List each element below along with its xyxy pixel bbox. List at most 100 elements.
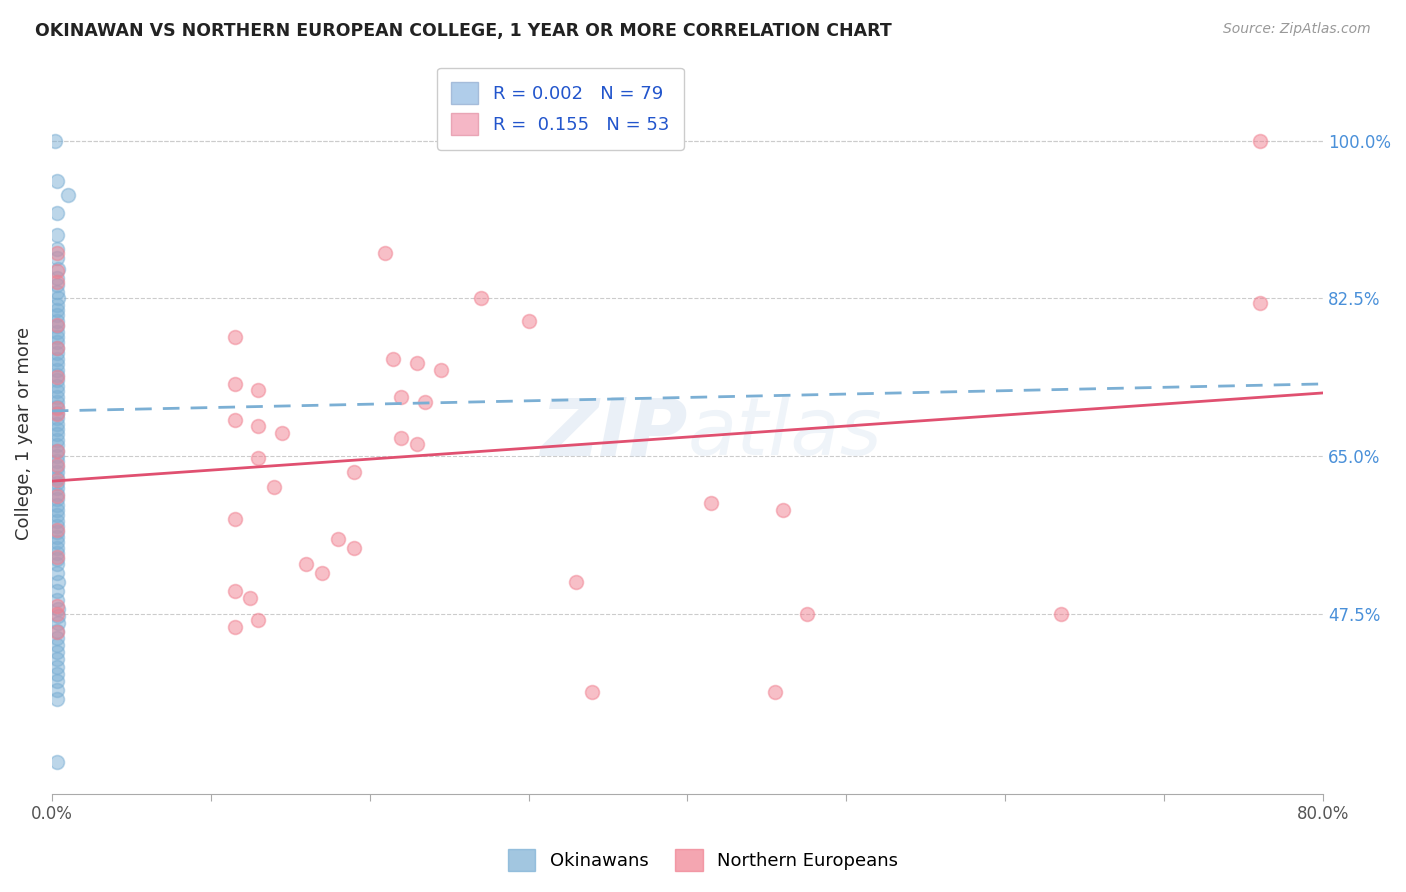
Point: [45, 535, 67, 549]
Point: [45, 351, 67, 366]
Point: [45, 264, 67, 278]
Point: [45, 270, 67, 285]
Point: [45, 407, 67, 421]
Point: [45, 390, 67, 404]
Point: [45, 459, 67, 474]
Point: [45, 406, 67, 420]
Legend: Okinawans, Northern Europeans: Okinawans, Northern Europeans: [501, 842, 905, 879]
Point: [45, 362, 67, 376]
Point: [45, 309, 67, 323]
Point: [343, 465, 366, 479]
Point: [45, 401, 67, 415]
Point: [45, 325, 67, 339]
Point: [46, 575, 69, 590]
Point: [45, 557, 67, 571]
Point: [389, 431, 412, 445]
Point: [45, 417, 67, 431]
Point: [45, 285, 67, 299]
Point: [45, 411, 67, 425]
Point: [796, 607, 818, 621]
Point: [45, 228, 67, 243]
Point: [271, 425, 294, 440]
Point: [382, 351, 405, 366]
Point: [247, 383, 270, 397]
Point: [565, 575, 588, 590]
Point: [45, 546, 67, 560]
Point: [406, 356, 429, 370]
Point: [224, 584, 246, 599]
Point: [45, 422, 67, 436]
Point: [46, 291, 69, 305]
Text: ZIP: ZIP: [540, 394, 688, 473]
Point: [224, 330, 246, 344]
Point: [45, 369, 67, 384]
Text: Source: ZipAtlas.com: Source: ZipAtlas.com: [1223, 22, 1371, 37]
Point: [45, 357, 67, 371]
Point: [45, 523, 67, 537]
Point: [45, 482, 67, 496]
Point: [772, 503, 794, 517]
Point: [1249, 134, 1271, 148]
Point: [45, 314, 67, 328]
Point: [45, 631, 67, 645]
Point: [45, 508, 67, 523]
Point: [406, 437, 429, 451]
Point: [45, 473, 67, 487]
Point: [45, 458, 67, 472]
Point: [45, 645, 67, 659]
Point: [45, 318, 67, 333]
Point: [45, 449, 67, 463]
Point: [45, 384, 67, 398]
Point: [45, 755, 67, 769]
Point: [45, 341, 67, 355]
Point: [46, 602, 69, 616]
Point: [45, 443, 67, 458]
Point: [45, 652, 67, 666]
Point: [45, 524, 67, 539]
Point: [224, 413, 246, 427]
Point: [46, 616, 69, 631]
Point: [45, 303, 67, 318]
Point: [430, 363, 453, 377]
Point: [45, 475, 67, 490]
Point: [45, 584, 67, 599]
Point: [45, 373, 67, 387]
Point: [45, 530, 67, 544]
Point: [45, 593, 67, 607]
Point: [413, 395, 436, 409]
Point: [763, 685, 786, 699]
Point: [45, 674, 67, 689]
Point: [247, 450, 270, 465]
Point: [45, 514, 67, 528]
Point: [470, 291, 492, 305]
Point: [263, 481, 285, 495]
Point: [224, 512, 246, 526]
Point: [45, 433, 67, 447]
Point: [581, 685, 603, 699]
Point: [45, 335, 67, 350]
Point: [45, 519, 67, 533]
Point: [45, 298, 67, 312]
Point: [311, 566, 333, 580]
Point: [45, 174, 67, 188]
Point: [45, 443, 67, 458]
Point: [374, 246, 396, 260]
Point: [45, 549, 67, 564]
Point: [45, 341, 67, 355]
Point: [46, 261, 69, 276]
Point: [45, 683, 67, 698]
Point: [1249, 296, 1271, 310]
Point: [45, 368, 67, 382]
Point: [45, 692, 67, 706]
Point: [45, 454, 67, 468]
Point: [45, 666, 67, 681]
Point: [45, 395, 67, 409]
Point: [45, 659, 67, 673]
Text: OKINAWAN VS NORTHERN EUROPEAN COLLEGE, 1 YEAR OR MORE CORRELATION CHART: OKINAWAN VS NORTHERN EUROPEAN COLLEGE, 1…: [35, 22, 891, 40]
Point: [45, 624, 67, 638]
Point: [45, 599, 67, 614]
Point: [247, 613, 270, 627]
Point: [45, 242, 67, 256]
Point: [45, 346, 67, 360]
Point: [45, 275, 67, 289]
